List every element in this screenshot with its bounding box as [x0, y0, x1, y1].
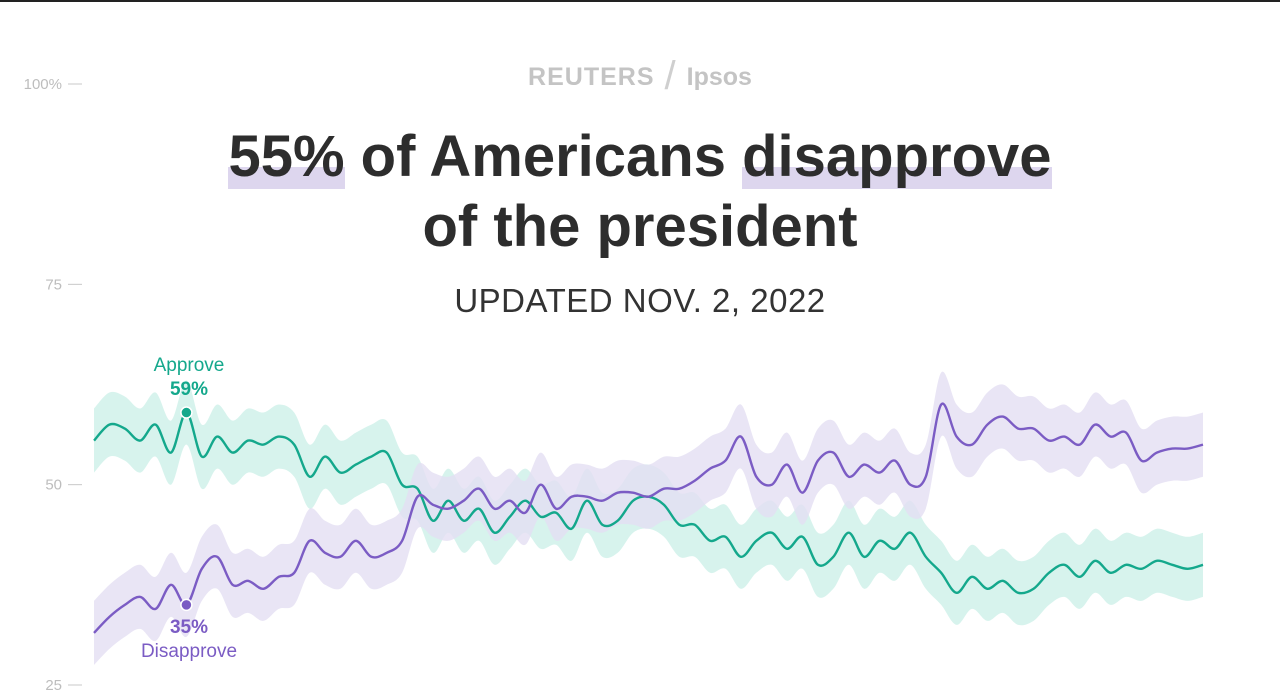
approve-point: [180, 406, 193, 419]
updated-date: UPDATED NOV. 2, 2022: [454, 282, 826, 319]
y-tick-label: 50: [45, 477, 62, 494]
approve-label: Approve 59%: [109, 354, 269, 402]
y-tick-label: 75: [45, 276, 62, 293]
title-line-2: of the president: [422, 194, 858, 259]
confidence-bands: [94, 371, 1203, 665]
title-highlight-word: disapprove: [742, 124, 1052, 189]
disapprove-point: [180, 598, 193, 612]
series-lines: [93, 402, 1204, 634]
disapprove-line: [93, 402, 1204, 634]
brand-logo: REUTERS / Ipsos: [0, 54, 1280, 99]
approve-value: 59%: [169, 379, 209, 400]
disapprove-label: 35% Disapprove: [109, 616, 269, 664]
disapprove-value: 35%: [169, 617, 209, 638]
reuters-logo: REUTERS: [528, 63, 655, 91]
disapprove-series-name: Disapprove: [140, 641, 238, 662]
y-tick-label: 100%: [24, 76, 62, 93]
title-text: of Americans: [344, 124, 743, 189]
y-tick-label: 25: [45, 677, 62, 691]
y-axis: 100% 75 50 25: [24, 76, 82, 691]
series-markers: [180, 406, 193, 612]
approve-series-name: Approve: [153, 355, 225, 376]
brand-separator: /: [664, 54, 677, 98]
title-highlight-percent: 55%: [228, 124, 345, 189]
ipsos-logo: Ipsos: [686, 63, 752, 91]
disapprove-band: [94, 371, 1203, 665]
chart-title: 55% of Americans disapprove of the presi…: [0, 122, 1280, 262]
